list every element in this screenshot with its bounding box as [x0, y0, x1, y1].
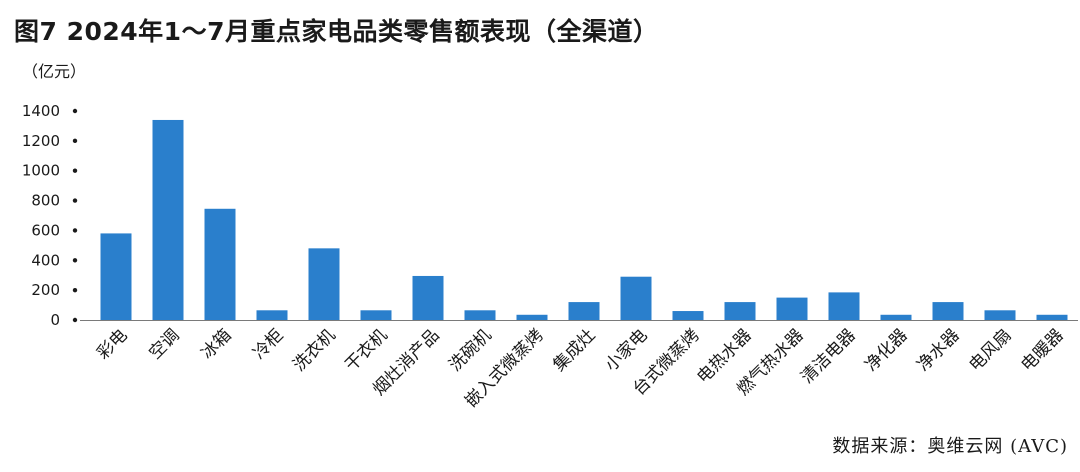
y-tick-mark	[72, 258, 78, 263]
chart-title: 图7 2024年1～7月重点家电品类零售额表现（全渠道）	[14, 17, 659, 46]
category-label: 冰箱	[197, 325, 235, 363]
y-tick-mark	[72, 198, 78, 203]
data-source: 数据来源：奥维云网 (AVC)	[832, 436, 1068, 457]
y-tick-label: 0	[50, 311, 60, 329]
bar-17	[984, 310, 1016, 320]
bar-8	[516, 314, 548, 320]
bar-3	[256, 310, 288, 320]
bar-18	[1036, 314, 1068, 320]
y-axis: 0 200 400 600 800 1000 1200 1400	[22, 102, 78, 329]
category-label: 净水器	[913, 325, 963, 375]
bar-0	[100, 233, 132, 320]
bar-7	[464, 310, 496, 320]
y-axis-unit: （亿元）	[22, 62, 87, 81]
y-tick-mark	[72, 138, 78, 144]
y-tick-label: 1400	[22, 102, 60, 120]
y-tick-mark	[72, 168, 78, 173]
y-tick-mark	[72, 317, 78, 323]
category-label: 洗衣机	[289, 325, 339, 375]
category-label: 清洁电器	[797, 325, 859, 387]
y-tick-label: 200	[31, 281, 60, 299]
bar-1	[152, 119, 184, 320]
bar-15	[880, 314, 912, 320]
bar-5	[360, 310, 392, 320]
category-label: 干衣机	[341, 325, 391, 375]
bar-9	[568, 302, 600, 320]
category-label: 集成灶	[549, 325, 599, 375]
bar-4	[308, 248, 340, 320]
category-label: 电风扇	[965, 325, 1015, 375]
category-label: 洗碗机	[445, 325, 495, 375]
bar-10	[620, 276, 652, 320]
y-tick-mark	[72, 108, 78, 114]
y-tick-mark	[72, 287, 78, 293]
category-label: 彩电	[93, 325, 131, 363]
bar-14	[828, 292, 860, 320]
category-label: 空调	[145, 325, 183, 363]
y-tick-label: 800	[31, 192, 60, 210]
y-tick-label: 400	[31, 251, 60, 269]
bars	[100, 119, 1068, 320]
category-label: 小家电	[601, 325, 651, 375]
bar-2	[204, 208, 236, 320]
bar-16	[932, 302, 964, 320]
bar-12	[724, 302, 756, 320]
y-tick-label: 600	[31, 221, 60, 239]
y-tick-label: 1000	[22, 162, 60, 180]
y-tick-label: 1200	[22, 132, 60, 150]
y-tick-mark	[72, 228, 78, 233]
bar-11	[672, 311, 704, 320]
category-label: 电暖器	[1017, 325, 1067, 375]
category-label: 冷柜	[249, 325, 287, 363]
bar-13	[776, 297, 808, 320]
bar-6	[412, 275, 444, 320]
category-label: 净化器	[861, 325, 911, 375]
